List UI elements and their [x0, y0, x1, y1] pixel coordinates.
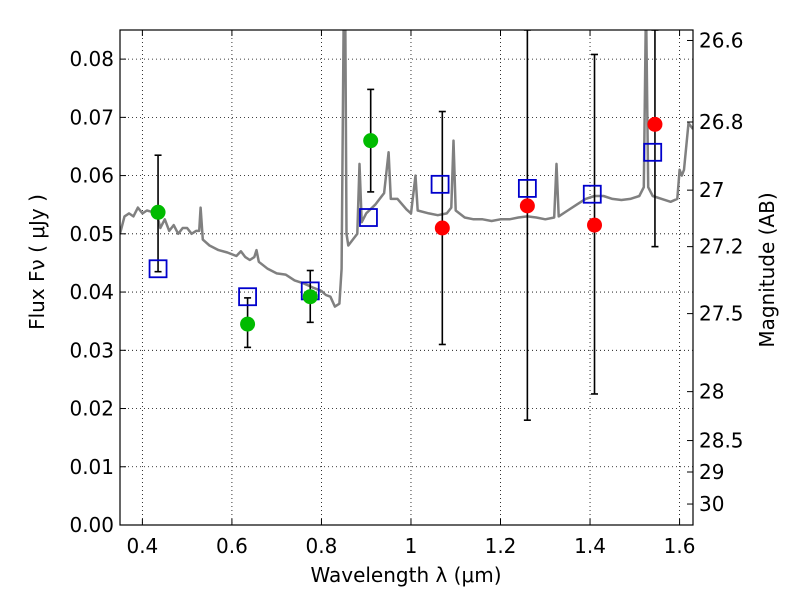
detected-flux-point [302, 289, 318, 305]
x-tick-label: 0.4 [126, 534, 158, 558]
model-flux-square [359, 208, 378, 227]
model-flux-square [430, 174, 450, 194]
model-flux-square [238, 287, 257, 307]
observed-flux-markers [150, 116, 663, 332]
nondetected-flux-point [647, 116, 663, 132]
model-flux-square [582, 184, 602, 204]
y-tick-label: 0.07 [69, 105, 114, 129]
model-flux-markers [148, 142, 663, 307]
y2-tick-label: 27.2 [699, 235, 744, 259]
y-tick-label: 0.04 [69, 280, 114, 304]
nondetected-flux-point [434, 220, 450, 236]
detected-flux-point [240, 316, 256, 332]
model-flux-square [643, 142, 663, 162]
nondetected-flux-point [587, 217, 603, 233]
detected-flux-point [363, 133, 379, 149]
detected-flux-point [150, 204, 166, 220]
y2-tick-label: 28 [699, 380, 724, 404]
axes: 0.4 0.6 0.8 1 1.2 1.4 1.6 0.00 0.01 0.02 0.03 0.04 0… [69, 28, 743, 558]
plot-frame [119, 29, 694, 526]
y2-tick-label: 30 [699, 492, 724, 516]
model-flux-square [148, 259, 168, 279]
y2-tick-label: 28.5 [699, 429, 744, 453]
sed-model-line [120, 30, 693, 308]
nondetected-flux-point [519, 198, 535, 214]
y-tick-label: 0.02 [69, 397, 114, 421]
x-tick-label: 0.6 [216, 534, 248, 558]
y-tick-label: 0.00 [69, 513, 114, 537]
x-tick-label: 1.4 [574, 534, 606, 558]
y-tick-label: 0.03 [69, 338, 114, 362]
y2-tick-label: 27.5 [699, 302, 744, 326]
y-tick-label: 0.06 [69, 164, 114, 188]
error-bars [154, 30, 659, 421]
y2-tick-label: 26.8 [699, 110, 744, 134]
y-tick-label: 0.05 [69, 222, 114, 246]
model-flux-square [517, 178, 537, 198]
x-tick-label: 1 [405, 534, 418, 558]
x-tick-label: 1.6 [664, 534, 696, 558]
y2-tick-label: 29 [699, 460, 724, 484]
x-axis-label: Wavelength λ (μm) [310, 563, 501, 587]
y-tick-label: 0.01 [69, 455, 114, 479]
x-tick-label: 1.2 [485, 534, 517, 558]
sed-model-layer [120, 30, 693, 308]
x-tick-label: 0.8 [306, 534, 338, 558]
grid [120, 30, 693, 526]
y-axis-label: Flux Fν ( μJy ) [25, 194, 49, 330]
y2-axis-label: Magnitude (AB) [755, 192, 779, 347]
y2-tick-label: 26.6 [699, 28, 744, 52]
y2-tick-label: 27 [699, 178, 724, 202]
y-tick-label: 0.08 [69, 47, 114, 71]
